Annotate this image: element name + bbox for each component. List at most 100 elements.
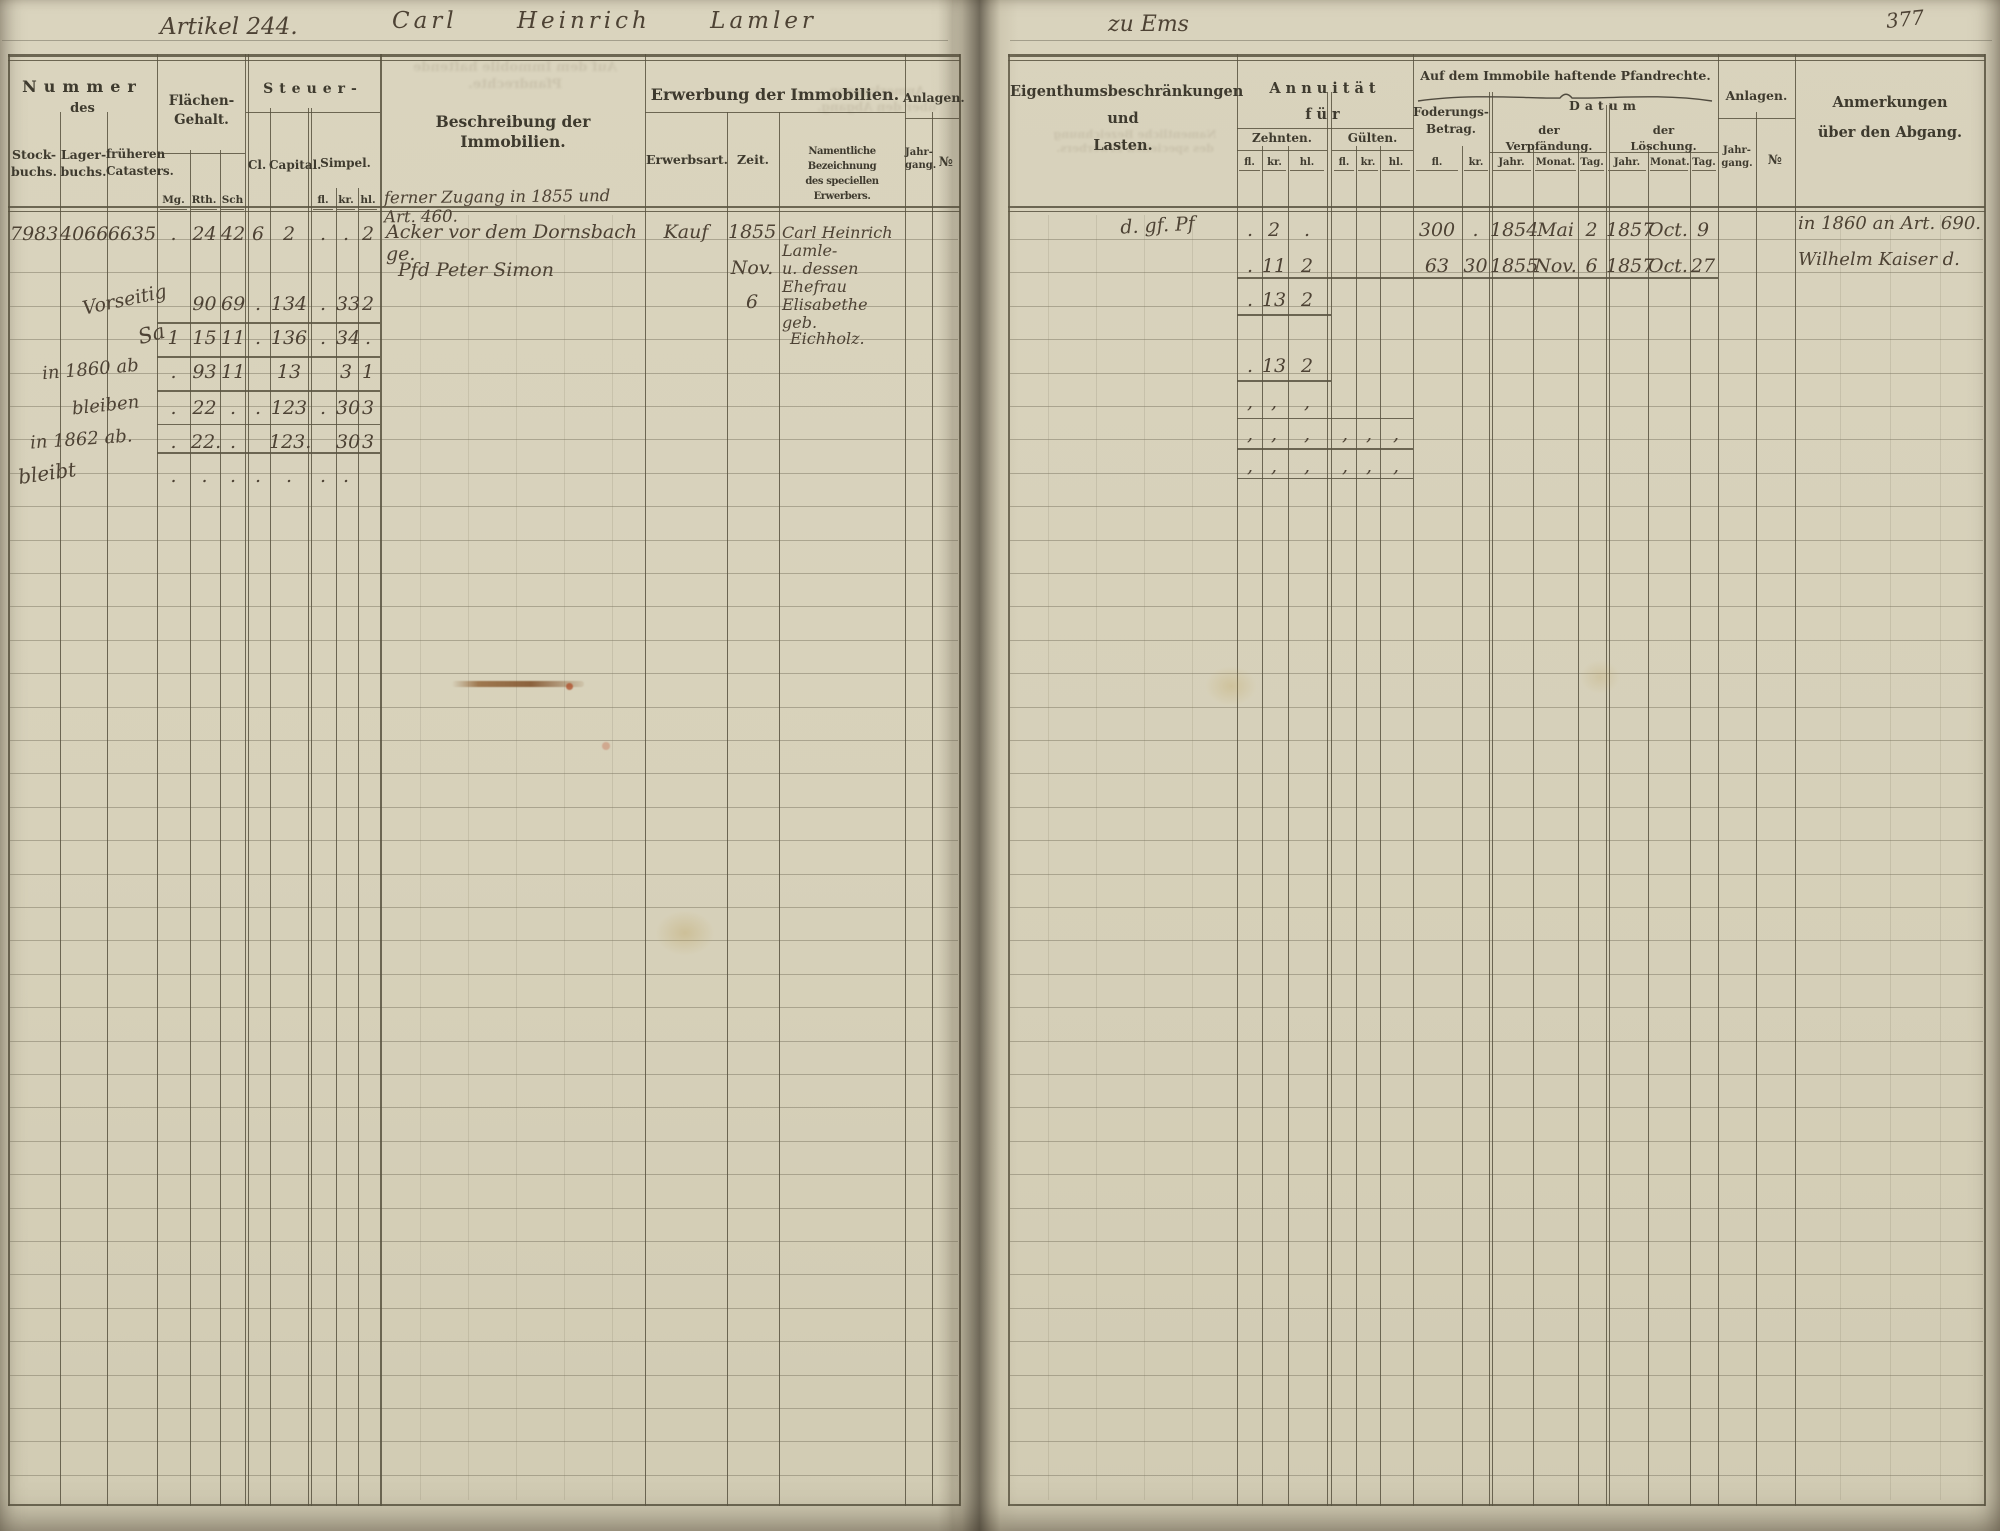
cell-mg: . <box>170 397 177 419</box>
cell-erwerber: Elisabethe geb. <box>782 295 868 333</box>
cell-verpf-tag: 2 <box>1585 219 1598 241</box>
cell-lagerbuchs: 4066 <box>60 223 109 245</box>
feint-line-v <box>1940 215 1941 1500</box>
cell-cataster: 6635 <box>107 223 157 245</box>
feint-line <box>10 239 958 240</box>
feint-line <box>10 1274 958 1276</box>
cell-beschreibung: Pfd Peter Simon <box>398 259 554 281</box>
feint-line <box>10 1374 958 1376</box>
table-rule-v <box>727 112 728 1506</box>
table-rule-v <box>1492 92 1493 1506</box>
bleedthrough-text: Auf dem Immobile haftende Pfandrechte. <box>413 60 617 92</box>
table-rule-v <box>311 108 312 1506</box>
table-rule-v <box>380 54 382 1506</box>
cell-zehnten-kr: , <box>1270 455 1278 477</box>
cell-zehnten-kr: 13 <box>1261 289 1287 311</box>
unit-rth: Rth. <box>191 194 217 210</box>
cell-zeit: Nov. <box>730 257 774 279</box>
cell-zehnten-fl: . <box>1246 219 1254 241</box>
feint-line <box>10 339 958 341</box>
cell-simpel-hl: 3 <box>361 397 375 419</box>
col-capital: Capital. <box>269 158 322 172</box>
table-rule-h <box>1008 206 1985 208</box>
table-rule-v <box>157 54 158 1506</box>
folio-number: 377 <box>1884 5 1926 33</box>
cell-simpel-hl: 1 <box>361 361 375 383</box>
feint-line <box>10 372 958 374</box>
table-rule-h <box>1237 128 1413 129</box>
table-rule-v <box>248 54 249 1506</box>
feint-line <box>10 1207 958 1209</box>
header-beschreibung: Beschreibung der Immobilien. <box>435 112 591 152</box>
table-rule-v <box>1413 54 1414 1506</box>
feint-line <box>10 1241 958 1242</box>
unit-kr: kr. <box>1464 156 1488 172</box>
feint-line <box>10 1007 958 1009</box>
table-rule-v <box>1237 54 1238 1506</box>
cell-simpel-fl: . <box>319 293 327 315</box>
col-nr-left: № <box>938 155 954 170</box>
unit-kr: kr. <box>337 194 355 210</box>
feint-line <box>1010 406 1983 407</box>
table-rule-h <box>1718 118 1795 119</box>
unit-kr: kr. <box>1358 156 1378 172</box>
cell-simpel-hl: 2 <box>361 293 375 315</box>
table-rule-h <box>1237 478 1413 479</box>
col-erwerbsart: Erwerbsart. <box>646 152 729 167</box>
cell-simpel-kr: . <box>342 465 350 487</box>
table-rule-h <box>157 452 380 454</box>
cell-capital: 13 <box>276 361 302 383</box>
table-rule-v <box>645 54 646 1506</box>
cell-simpel-kr: . <box>342 223 350 245</box>
header-steuer: Steuer- <box>263 81 363 97</box>
owner-name: Carl Heinrich Lamler <box>392 8 817 34</box>
header-annuitaet: Annuität für <box>1269 80 1381 123</box>
feint-line <box>1010 940 1983 942</box>
feint-line <box>1010 573 1983 574</box>
unit-kr: kr. <box>1263 156 1286 172</box>
table-rule-h <box>8 60 960 61</box>
table-rule-v <box>107 112 108 1506</box>
header-anmerkungen: Anmerkungen über den Abgang. <box>1817 94 1963 141</box>
table-rule-h <box>157 390 380 392</box>
feint-line <box>1010 372 1983 374</box>
feint-line-v <box>564 215 565 1500</box>
unit-monat: Monat. <box>1535 156 1576 172</box>
feint-line <box>1010 606 1983 608</box>
cell-simpel-fl: . <box>319 397 327 419</box>
feint-line <box>10 506 958 508</box>
header-nummer: Nummer <box>22 77 143 96</box>
unit-mg: Mg. <box>160 194 187 210</box>
cell-cl: . <box>254 465 262 487</box>
table-rule-h <box>1008 54 1985 57</box>
feint-line <box>1010 472 1983 474</box>
feint-line <box>10 1474 958 1476</box>
cell-rth: 90 <box>192 293 217 315</box>
table-rule-v <box>932 112 933 1506</box>
feint-line <box>10 1441 958 1443</box>
cell-zehnten-fl: . <box>1246 255 1254 277</box>
table-rule-v <box>1718 54 1719 1506</box>
cell-simpel-kr: 3 <box>339 361 353 383</box>
cell-zehnten-kr: 13 <box>1261 355 1287 377</box>
header-flaechen: Flächen- Gehalt. <box>168 93 235 128</box>
artikel-number: Artikel 244. <box>160 14 298 40</box>
feint-line <box>10 940 958 942</box>
cell-zehnten-hl: , <box>1303 455 1311 477</box>
cell-erwerber: Eichholz. <box>790 329 865 348</box>
cell-sch: . <box>229 431 237 453</box>
heading-rule <box>2 40 948 41</box>
table-rule-h <box>246 112 380 113</box>
cell-capital: 123. <box>269 431 312 453</box>
cell-cl: . <box>254 397 262 419</box>
table-rule-v <box>779 112 780 1506</box>
feint-line-v <box>1192 215 1193 1500</box>
cell-loesch-monat: Oct. <box>1648 255 1688 277</box>
feint-line <box>1010 1408 1983 1409</box>
table-rule-v <box>190 150 191 1506</box>
heading-rule <box>1010 40 1992 41</box>
feint-line <box>10 1107 958 1109</box>
cell-capital: . <box>285 465 293 487</box>
feint-line <box>10 1408 958 1409</box>
cell-mg: . <box>170 465 177 487</box>
